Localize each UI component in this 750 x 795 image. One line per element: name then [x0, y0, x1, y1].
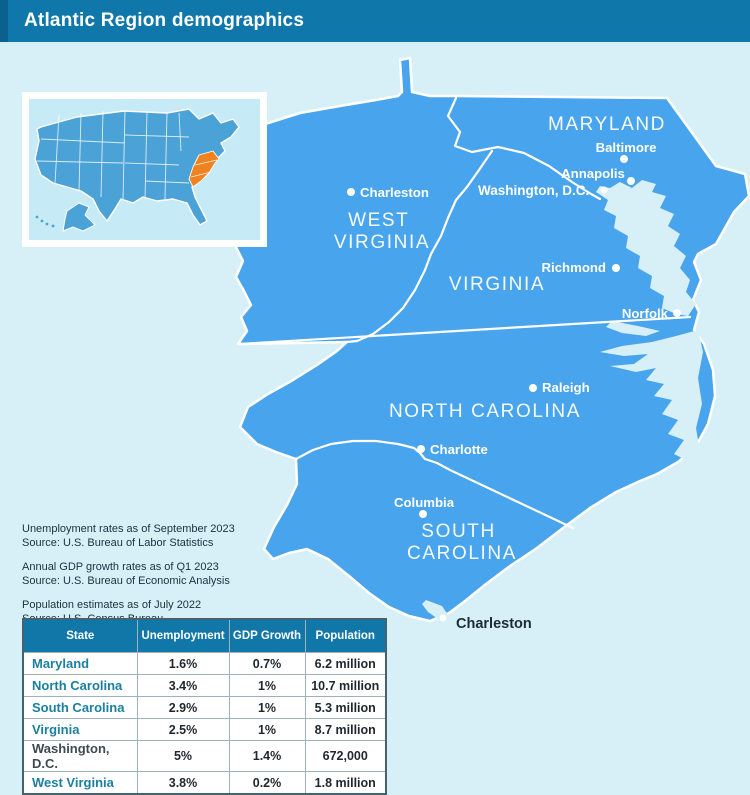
us-highlight-atlantic-region — [188, 150, 220, 188]
state-label-south-carolina: SOUTH CAROLINA — [407, 521, 517, 564]
carolina-sounds-water — [600, 330, 703, 462]
city-dot-annapolis — [627, 177, 635, 185]
va-nc-border — [237, 315, 692, 346]
state-label-virginia: VIRGINIA — [449, 274, 545, 295]
header-accent-strip — [0, 0, 8, 42]
us-locator-map — [34, 108, 240, 232]
cell-gdp-growth: 0.7% — [228, 652, 306, 675]
cell-unemployment: 2.9% — [136, 696, 230, 719]
cell-state: North Carolina — [22, 674, 138, 697]
chesapeake-bay-water — [596, 180, 696, 316]
wv-va-border — [345, 149, 494, 344]
charleston-harbor-water — [422, 600, 448, 619]
city-dot-charlotte — [417, 445, 425, 453]
us-mainland-shape — [34, 108, 240, 226]
table-row-washington-dc: Washington, D.C. 5% 1.4% 672,000 — [22, 740, 387, 772]
note-unemployment-line2: Source: U.S. Bureau of Labor Statistics — [22, 537, 214, 549]
cell-population: 8.7 million — [304, 718, 387, 741]
city-label-charlotte: Charlotte — [430, 442, 488, 457]
cell-population: 5.3 million — [304, 696, 387, 719]
city-label-baltimore: Baltimore — [596, 140, 657, 155]
note-unemployment-line1: Unemployment rates as of September 2023 — [22, 523, 235, 535]
state-label-west-virginia: WEST VIRGINIA — [334, 210, 430, 253]
table-row-south-carolina: South Carolina 2.9% 1% 5.3 million — [22, 696, 387, 719]
us-highlight-divider-1 — [194, 159, 218, 166]
hampton-roads-water — [606, 321, 660, 336]
city-label-annapolis: Annapolis — [561, 166, 625, 181]
city-label-charleston-sc: Charleston — [456, 616, 532, 632]
city-label-columbia: Columbia — [394, 495, 455, 510]
cell-state: Washington, D.C. — [22, 740, 138, 772]
us-state-lines — [36, 110, 190, 200]
table-row-west-virginia: West Virginia 3.8% 0.2% 1.8 million — [22, 771, 387, 795]
cell-state: South Carolina — [22, 696, 138, 719]
table-row-north-carolina: North Carolina 3.4% 1% 10.7 million — [22, 674, 387, 697]
cell-state: Virginia — [22, 718, 138, 741]
cell-gdp-growth: 1% — [228, 718, 306, 741]
us-highlight-divider-2 — [190, 171, 212, 178]
city-dot-richmond — [612, 264, 620, 272]
city-label-charleston-wv: Charleston — [360, 185, 429, 200]
cell-gdp-growth: 1% — [228, 696, 306, 719]
cell-unemployment: 1.6% — [136, 652, 230, 675]
cell-gdp-growth: 1.4% — [228, 740, 306, 772]
city-dot-washington-dc — [600, 186, 608, 194]
note-gdp: Annual GDP growth rates as of Q1 2023 So… — [22, 560, 302, 588]
potomac-river-border — [446, 96, 602, 201]
table-header-row: State Unemployment GDP Growth Population — [22, 618, 387, 653]
col-header-unemployment: Unemployment — [136, 618, 230, 653]
demographics-table: State Unemployment GDP Growth Population… — [22, 618, 387, 795]
state-label-north-carolina: NORTH CAROLINA — [389, 401, 581, 422]
note-unemployment: Unemployment rates as of September 2023 … — [22, 522, 302, 550]
col-header-state: State — [22, 618, 138, 653]
table-row-maryland: Maryland 1.6% 0.7% 6.2 million — [22, 652, 387, 675]
col-header-population: Population — [304, 618, 387, 653]
header-bar: Atlantic Region demographics — [0, 0, 750, 42]
cell-unemployment: 3.8% — [136, 771, 230, 795]
note-gdp-line2: Source: U.S. Bureau of Economic Analysis — [22, 575, 230, 587]
city-dot-norfolk — [673, 309, 681, 317]
page-title: Atlantic Region demographics — [24, 10, 305, 31]
cell-population: 10.7 million — [304, 674, 387, 697]
note-population-line1: Population estimates as of July 2022 — [22, 599, 202, 611]
cell-population: 672,000 — [304, 740, 387, 772]
note-gdp-line1: Annual GDP growth rates as of Q1 2023 — [22, 561, 219, 573]
city-label-norfolk: Norfolk — [622, 306, 669, 321]
cell-unemployment: 5% — [136, 740, 230, 772]
cell-unemployment: 3.4% — [136, 674, 230, 697]
table-row-virginia: Virginia 2.5% 1% 8.7 million — [22, 718, 387, 741]
city-dot-charleston-sc — [439, 614, 447, 622]
city-dot-charleston-wv — [347, 188, 355, 196]
us-hawaii-dots — [35, 215, 55, 228]
cell-gdp-growth: 0.2% — [228, 771, 306, 795]
cell-population: 6.2 million — [304, 652, 387, 675]
cell-unemployment: 2.5% — [136, 718, 230, 741]
cell-state: West Virginia — [22, 771, 138, 795]
city-dot-raleigh — [529, 384, 537, 392]
city-dot-baltimore — [620, 155, 628, 163]
city-label-raleigh: Raleigh — [542, 380, 590, 395]
us-alaska-shape — [62, 202, 96, 232]
nc-sc-border — [294, 439, 575, 530]
state-label-maryland: MARYLAND — [548, 114, 666, 135]
city-label-richmond: Richmond — [542, 260, 606, 275]
us-locator-inset-canvas — [29, 99, 260, 240]
city-dot-columbia — [419, 510, 427, 518]
col-header-gdp-growth: GDP Growth — [228, 618, 306, 653]
city-label-washington-dc: Washington, D.C. — [478, 183, 589, 198]
cell-gdp-growth: 1% — [228, 674, 306, 697]
cell-population: 1.8 million — [304, 771, 387, 795]
us-locator-inset — [22, 92, 267, 247]
cell-state: Maryland — [22, 652, 138, 675]
